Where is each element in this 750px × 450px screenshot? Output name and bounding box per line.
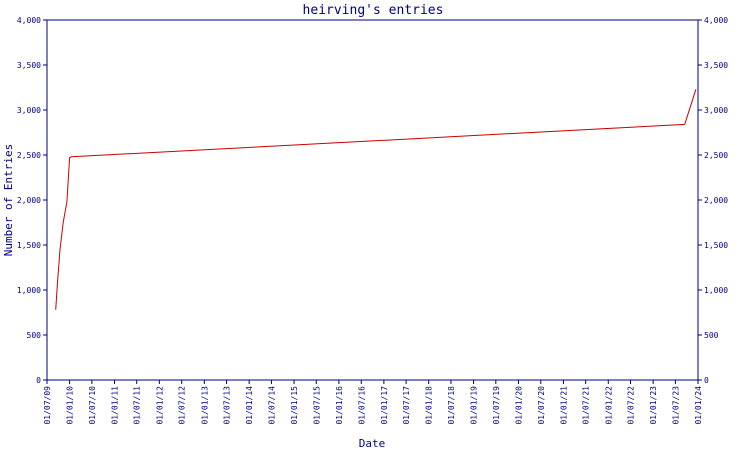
plot-border bbox=[46, 19, 699, 381]
y-tick-label-right: 1,000 bbox=[704, 286, 728, 295]
plot-frame bbox=[46, 19, 699, 381]
x-tick-label: 01/07/17 bbox=[402, 386, 411, 425]
x-tick-label: 01/07/21 bbox=[582, 386, 591, 425]
y-tick-label-right: 2,000 bbox=[704, 196, 728, 205]
x-tick-label: 01/01/19 bbox=[470, 386, 479, 425]
x-tick-label: 01/07/15 bbox=[312, 386, 321, 425]
x-tick-label: 01/07/11 bbox=[133, 386, 142, 425]
x-axis: 01/07/09 01/01/10 01/07/10 01/01/11 01/07/11… bbox=[43, 380, 703, 425]
x-tick-label: 01/07/10 bbox=[88, 386, 97, 425]
x-tick-label: 01/01/23 bbox=[649, 386, 658, 425]
x-tick-label: 01/07/14 bbox=[267, 386, 276, 425]
y-tick-label-left: 500 bbox=[27, 331, 42, 340]
x-tick-label: 01/07/18 bbox=[447, 386, 456, 425]
x-tick-label: 01/07/16 bbox=[357, 386, 366, 425]
x-axis-label: Date bbox=[359, 437, 386, 450]
y-tick-label-left: 1,500 bbox=[17, 241, 41, 250]
x-tick-label: 01/01/20 bbox=[514, 386, 523, 425]
y-tick-label-right: 3,500 bbox=[704, 61, 728, 70]
x-tick-label: 01/07/23 bbox=[671, 386, 680, 425]
x-tick-label: 01/07/09 bbox=[43, 386, 52, 425]
x-tick-label: 01/01/14 bbox=[245, 386, 254, 425]
x-tick-label: 01/01/17 bbox=[380, 386, 389, 425]
y-axis-left: 0 500 1,000 1,500 2,000 2,500 3,000 3,500 4,000 bbox=[17, 16, 47, 385]
series-layer bbox=[55, 89, 697, 310]
y-axis-label: Number of Entries bbox=[2, 144, 15, 257]
y-tick-label-right: 0 bbox=[704, 376, 709, 385]
x-tick-label: 01/07/13 bbox=[223, 386, 232, 425]
y-tick-label-left: 3,000 bbox=[17, 106, 41, 115]
x-tick-label: 01/07/12 bbox=[178, 386, 187, 425]
x-tick-label: 01/01/13 bbox=[200, 386, 209, 425]
y-tick-label-left: 2,000 bbox=[17, 196, 41, 205]
x-tick-label: 01/01/12 bbox=[155, 386, 164, 425]
y-tick-label-right: 3,000 bbox=[704, 106, 728, 115]
y-tick-label-left: 1,000 bbox=[17, 286, 41, 295]
y-tick-label-right: 4,000 bbox=[704, 16, 728, 25]
x-tick-label: 01/01/16 bbox=[335, 386, 344, 425]
series-line bbox=[55, 89, 697, 310]
y-tick-label-left: 0 bbox=[36, 376, 41, 385]
y-tick-label-right: 2,500 bbox=[704, 151, 728, 160]
x-tick-label: 01/01/15 bbox=[290, 386, 299, 425]
x-tick-label: 01/07/20 bbox=[537, 386, 546, 425]
chart-title: heirving's entries bbox=[303, 3, 444, 18]
x-tick-label: 01/01/10 bbox=[66, 386, 75, 425]
x-tick-label: 01/01/24 bbox=[694, 386, 703, 425]
x-tick-label: 01/07/22 bbox=[627, 386, 636, 425]
y-axis-right: 0 500 1,000 1,500 2,000 2,500 3,000 3,500 4,000 bbox=[698, 16, 728, 385]
y-tick-label-right: 500 bbox=[704, 331, 719, 340]
x-tick-label: 01/01/22 bbox=[604, 386, 613, 425]
y-tick-label-left: 4,000 bbox=[17, 16, 41, 25]
x-tick-label: 01/07/19 bbox=[492, 386, 501, 425]
x-tick-label: 01/01/11 bbox=[110, 386, 119, 425]
y-tick-label-right: 1,500 bbox=[704, 241, 728, 250]
x-tick-label: 01/01/21 bbox=[559, 386, 568, 425]
y-tick-label-left: 3,500 bbox=[17, 61, 41, 70]
x-tick-label: 01/01/18 bbox=[425, 386, 434, 425]
y-tick-label-left: 2,500 bbox=[17, 151, 41, 160]
